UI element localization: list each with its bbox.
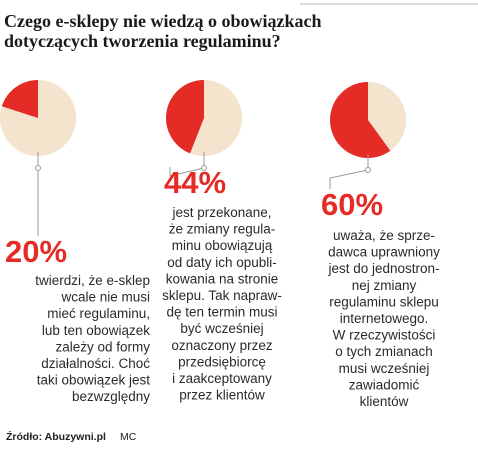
description-line: minu obowiązują (172, 238, 273, 253)
description-line: dę ten termin musi (166, 305, 277, 320)
description-line: przedsiębiorcę (178, 354, 266, 369)
description-line: i zaakceptowany (172, 371, 272, 386)
leader-line (329, 154, 369, 189)
credit: MC (120, 431, 137, 443)
leader-dot (365, 167, 371, 173)
title-line: dotyczących tworzenia regulaminu? (4, 31, 281, 51)
description-line: W rzeczywistości (333, 328, 436, 343)
description-line: oznaczony przez (171, 338, 273, 353)
description-line: dawca uprawniony (328, 245, 440, 260)
percent-label: 20% (5, 234, 67, 269)
description-line: internetowego. (340, 311, 429, 326)
description-line: regulaminu sklepu (329, 294, 439, 309)
description-line: taki obowiązek jest (37, 373, 151, 388)
description-line: zawiadomić (349, 377, 420, 392)
description-line: bezwzględny (72, 389, 150, 404)
description-line: jest przekonane, (171, 205, 271, 220)
pie-slice (330, 82, 391, 159)
description-line: twierdzi, że e-sklep (35, 273, 150, 288)
description-line: klientów (360, 394, 409, 409)
description-line: mieć regulaminu, (47, 306, 150, 321)
description-line: jest do jednostron- (327, 261, 439, 276)
description-line: kowania na stronie (166, 271, 279, 286)
description-line: o tych zmianach (335, 344, 433, 359)
title-line: Czego e-sklepy nie wiedzą o obowiązkach (4, 11, 321, 31)
description-line: musi wcześniej (339, 361, 430, 376)
leader-dot (35, 165, 41, 171)
description-line: zależy od formy (55, 339, 150, 354)
description-line: lub ten obowiązek (42, 323, 150, 338)
pie-slice (165, 80, 204, 154)
description-line: wcale nie musi (60, 290, 150, 305)
description-line: sklepu. Tak napraw- (162, 288, 282, 303)
description-line: być wcześniej (180, 321, 263, 336)
pie-slice (1, 80, 39, 118)
description-line: że zmiany regula- (169, 222, 276, 237)
leader-dot (201, 165, 207, 171)
leader-line (169, 152, 205, 177)
description-line: od daty ich opubli- (167, 255, 277, 270)
description-line: nej zmiany (352, 278, 417, 293)
description-line: działalności. Choć (41, 356, 150, 371)
description-line: przez klientów (179, 388, 265, 403)
description-line: uważa, że sprze- (333, 228, 435, 243)
percent-label: 60% (321, 187, 383, 222)
percent-label: 44% (164, 165, 226, 200)
source: Źródło: Abuzywni.pl (6, 430, 106, 443)
